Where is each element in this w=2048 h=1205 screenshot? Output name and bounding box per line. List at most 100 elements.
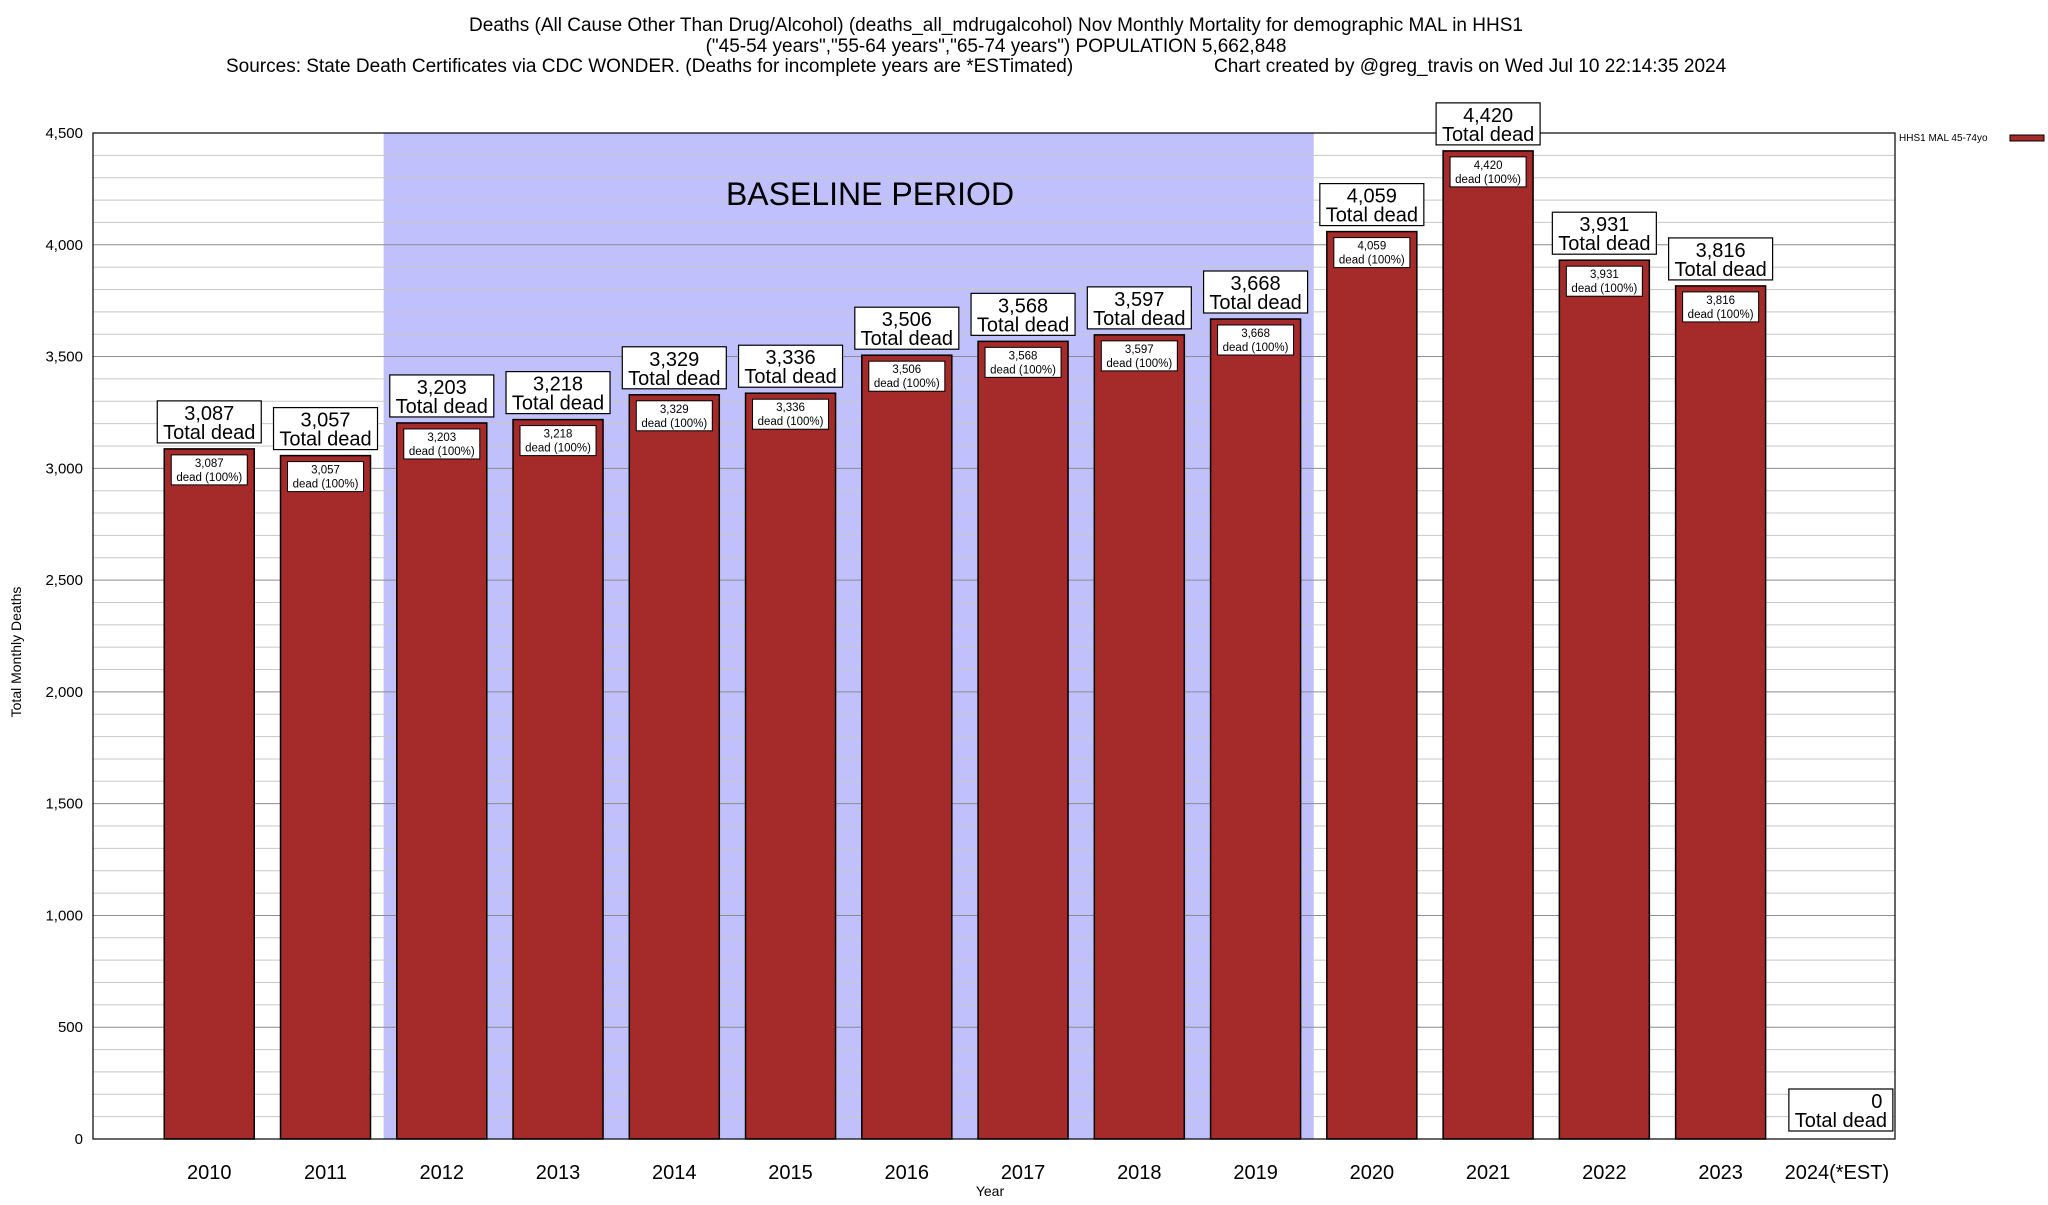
y-tick-label: 2,500 bbox=[45, 572, 83, 589]
total-value-label: 3,568 bbox=[998, 295, 1048, 317]
x-tick-label: 2015 bbox=[768, 1162, 813, 1184]
total-label-box bbox=[621, 346, 727, 390]
inner-label-box bbox=[170, 454, 248, 486]
inner-value-label: 3,816 bbox=[1706, 295, 1735, 307]
y-tick-label: 4,500 bbox=[45, 125, 83, 142]
total-dead-label: Total dead bbox=[1674, 259, 1766, 281]
bar bbox=[1209, 318, 1302, 1140]
inner-dead-label: dead (100%) bbox=[1339, 255, 1405, 267]
x-tick-label: 2020 bbox=[1350, 1162, 1395, 1184]
inner-dead-label: dead (100%) bbox=[990, 364, 1056, 376]
total-dead-label: Total dead bbox=[1442, 124, 1534, 146]
x-tick-label: 2024(*EST) bbox=[1785, 1162, 1890, 1184]
total-label-box bbox=[272, 406, 379, 451]
total-dead-label: Total dead bbox=[628, 368, 720, 390]
inner-label-box bbox=[752, 398, 830, 430]
inner-label-box bbox=[1217, 324, 1295, 356]
bar bbox=[163, 448, 256, 1140]
total-value-label: 0 bbox=[1871, 1091, 1882, 1113]
inner-value-label: 3,336 bbox=[776, 402, 805, 414]
total-label-box bbox=[737, 344, 844, 388]
x-tick-label: 2018 bbox=[1117, 1162, 1162, 1184]
total-label-box bbox=[1551, 211, 1657, 255]
total-dead-label: Total dead bbox=[744, 366, 836, 388]
legend-swatch bbox=[2009, 134, 2045, 142]
total-dead-label: Total dead bbox=[1558, 233, 1650, 255]
total-value-label: 3,336 bbox=[766, 347, 816, 369]
x-tick-label: 2019 bbox=[1233, 1162, 1278, 1184]
x-tick-label: 2014 bbox=[652, 1162, 697, 1184]
y-tick-label: 3,500 bbox=[45, 349, 83, 366]
total-dead-label: Total dead bbox=[163, 422, 255, 444]
y-tick-label: 4,000 bbox=[45, 237, 83, 254]
inner-label-box bbox=[635, 400, 713, 432]
x-tick-label: 2016 bbox=[885, 1162, 930, 1184]
y-tick-label: 500 bbox=[58, 1019, 83, 1036]
plot-frame bbox=[92, 132, 1896, 1140]
total-label-box bbox=[970, 292, 1076, 336]
y-tick-label: 3,000 bbox=[45, 460, 83, 477]
bar bbox=[1093, 334, 1186, 1140]
inner-value-label: 4,420 bbox=[1474, 160, 1503, 172]
total-label-box bbox=[389, 374, 495, 418]
inner-dead-label: dead (100%) bbox=[176, 472, 242, 484]
total-value-label: 3,506 bbox=[882, 309, 932, 331]
inner-dead-label: dead (100%) bbox=[1223, 342, 1289, 354]
y-tick-label: 0 bbox=[75, 1131, 83, 1148]
total-dead-label: Total dead bbox=[977, 314, 1069, 336]
inner-value-label: 3,329 bbox=[660, 404, 689, 416]
x-tick-label: 2010 bbox=[187, 1162, 232, 1184]
bar bbox=[279, 454, 372, 1140]
total-label-box bbox=[1086, 286, 1192, 330]
y-tick-label: 2,000 bbox=[45, 684, 83, 701]
total-label-box bbox=[854, 306, 960, 350]
bar bbox=[744, 392, 837, 1140]
inner-label-box bbox=[1565, 265, 1643, 297]
inner-value-label: 3,668 bbox=[1241, 328, 1270, 340]
inner-dead-label: dead (100%) bbox=[641, 418, 707, 430]
total-label-box bbox=[1319, 182, 1425, 227]
total-value-label: 3,329 bbox=[649, 349, 699, 371]
total-dead-label: Total dead bbox=[1326, 205, 1418, 227]
total-label-box bbox=[1668, 237, 1774, 281]
x-tick-label: 2011 bbox=[304, 1162, 347, 1184]
inner-dead-label: dead (100%) bbox=[1571, 283, 1637, 295]
inner-dead-label: dead (100%) bbox=[409, 446, 475, 458]
bar bbox=[1442, 150, 1534, 1140]
total-dead-label: Total dead bbox=[512, 393, 604, 415]
inner-dead-label: dead (100%) bbox=[758, 416, 824, 428]
chart-title: Deaths (All Cause Other Than Drug/Alcoho… bbox=[469, 15, 1523, 36]
legend-label: HHS1 MAL 45-74yo bbox=[1899, 133, 1988, 144]
total-value-label: 3,597 bbox=[1114, 289, 1164, 311]
source-line: Sources: State Death Certificates via CD… bbox=[226, 56, 1073, 77]
inner-dead-label: dead (100%) bbox=[293, 479, 359, 491]
total-dead-label: Total dead bbox=[279, 429, 371, 451]
total-label-box bbox=[505, 370, 611, 415]
inner-label-box bbox=[1333, 237, 1411, 269]
x-tick-label: 2021 bbox=[1466, 1162, 1511, 1184]
y-axis-label: Total Monthly Deaths bbox=[8, 587, 24, 718]
inner-label-box bbox=[984, 346, 1062, 378]
inner-value-label: 3,203 bbox=[427, 432, 456, 444]
total-label-box bbox=[1788, 1088, 1894, 1132]
inner-value-label: 3,087 bbox=[195, 458, 224, 470]
total-dead-label: Total dead bbox=[1209, 292, 1301, 314]
x-tick-label: 2022 bbox=[1582, 1162, 1627, 1184]
total-value-label: 3,057 bbox=[300, 410, 350, 432]
inner-label-box bbox=[287, 461, 365, 493]
bar bbox=[861, 354, 953, 1140]
chart-subtitle: ("45-54 years","55-64 years","65-74 year… bbox=[706, 36, 1287, 57]
inner-label-box bbox=[868, 360, 946, 392]
bar bbox=[1326, 230, 1418, 1140]
total-value-label: 3,218 bbox=[533, 374, 583, 396]
baseline-period-label: BASELINE PERIOD bbox=[726, 176, 1014, 212]
inner-value-label: 4,059 bbox=[1357, 241, 1386, 253]
total-value-label: 3,816 bbox=[1696, 240, 1746, 262]
x-tick-label: 2017 bbox=[1001, 1162, 1046, 1184]
total-dead-label: Total dead bbox=[1093, 308, 1185, 330]
inner-label-box bbox=[1682, 291, 1760, 323]
total-value-label: 4,420 bbox=[1463, 105, 1513, 127]
bar bbox=[1558, 259, 1651, 1140]
